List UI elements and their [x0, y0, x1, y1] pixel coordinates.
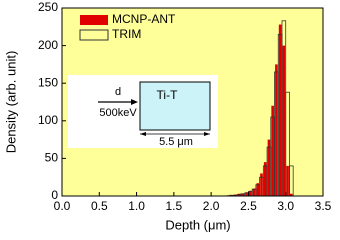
x-tick-label: 1.0: [128, 199, 145, 213]
bar: [263, 162, 267, 196]
bar: [241, 193, 245, 196]
bar: [260, 173, 263, 196]
arrow-head: [131, 99, 138, 105]
legend-label: MCNP-ANT: [112, 12, 176, 26]
y-tick-label: 200: [38, 38, 58, 52]
bar: [252, 188, 256, 196]
dimension-arrow: [140, 132, 146, 136]
plot-frame: [61, 7, 324, 197]
x-tick-label: 3.5: [315, 199, 332, 213]
y-axis-label: Density (arb. unit): [3, 51, 18, 154]
y-tick-label: 100: [38, 113, 58, 127]
bar: [271, 105, 274, 196]
inset-diagram: d 500keV Ti-T 5.5 μm: [68, 75, 218, 148]
x-tick-label: 2.0: [203, 199, 220, 213]
bar: [278, 24, 282, 196]
beam-label: d: [115, 86, 121, 98]
target-box: [139, 81, 211, 131]
dimension-arrow: [204, 132, 210, 136]
x-tick-label: 3.0: [277, 199, 294, 213]
bar: [275, 64, 278, 197]
legend-swatch: [79, 29, 109, 41]
x-tick-label: 0.0: [54, 199, 71, 213]
bar: [290, 193, 293, 196]
bar: [267, 139, 271, 196]
target-label: Ti-T: [157, 88, 179, 102]
thickness-label: 5.5 μm: [159, 136, 193, 148]
energy-label: 500keV: [99, 107, 137, 119]
legend-label: TRIM: [112, 27, 141, 41]
bar: [256, 183, 260, 196]
x-tick-label: 0.5: [91, 199, 108, 213]
x-tick-label: 2.5: [240, 199, 257, 213]
y-tick-label: 0: [51, 188, 58, 202]
y-tick-label: 50: [45, 151, 59, 165]
bar: [248, 190, 252, 196]
y-tick-label: 150: [38, 75, 58, 89]
x-axis-label: Depth (μm): [165, 217, 230, 232]
y-tick-label: 250: [38, 0, 58, 14]
x-tick-label: 1.5: [166, 199, 183, 213]
bar: [286, 165, 289, 196]
bar: [282, 45, 286, 196]
bar: [245, 192, 248, 196]
legend-swatch: [80, 15, 108, 25]
